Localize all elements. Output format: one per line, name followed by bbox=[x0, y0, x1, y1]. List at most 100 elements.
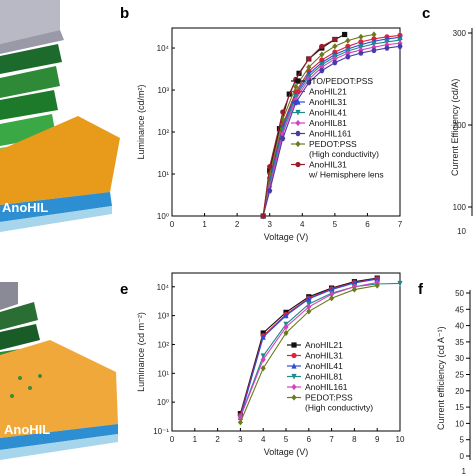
x-tick-label: 6 bbox=[365, 220, 370, 229]
legend-entry: PEDOT:PSS bbox=[305, 393, 353, 403]
x-tick-label: 1 bbox=[202, 220, 207, 229]
y-tick-label: 10³ bbox=[157, 86, 169, 95]
data-point bbox=[260, 213, 266, 219]
legend-swatch-marker bbox=[295, 140, 301, 148]
data-point bbox=[280, 109, 286, 115]
legend-swatch-marker bbox=[295, 88, 301, 95]
legend-b: ITO/PEDOT:PSSAnoHIL21AnoHIL31AnoHIL41Ano… bbox=[291, 76, 384, 180]
legend-entry: AnoHIL81 bbox=[305, 372, 343, 382]
data-point bbox=[358, 50, 364, 56]
series-path bbox=[262, 33, 375, 217]
ylabel-c: Current Efficiency (cd/A) bbox=[450, 79, 460, 176]
y-tick-label: 35 bbox=[455, 338, 464, 347]
y-tick-label: 10⁴ bbox=[157, 283, 170, 292]
data-point bbox=[351, 286, 357, 293]
legend-swatch-marker bbox=[295, 98, 301, 105]
data-point bbox=[283, 323, 289, 331]
x-tick-label: 7 bbox=[398, 220, 403, 229]
data-point bbox=[374, 282, 380, 289]
data-point bbox=[329, 291, 335, 298]
plot-frame-b bbox=[171, 27, 401, 217]
legend-entry: AnoHIL31 bbox=[309, 97, 347, 107]
x-tick-label: 0 bbox=[170, 220, 175, 229]
y-tick-label: 10⁴ bbox=[157, 44, 170, 53]
data-point bbox=[306, 303, 312, 311]
legend-entry: w/ Hemisphere lens bbox=[308, 170, 384, 180]
x-tick-label: 4 bbox=[261, 435, 266, 444]
legend-swatch-marker bbox=[291, 362, 297, 369]
y-tick-label: 45 bbox=[455, 305, 464, 314]
x-axis-label: Voltage (V) bbox=[264, 232, 309, 242]
data-point bbox=[267, 188, 273, 194]
y-tick-label: 10² bbox=[157, 128, 169, 137]
y-tick-label: 5 bbox=[460, 436, 465, 445]
panel-letter-e: e bbox=[120, 281, 128, 298]
data-point bbox=[293, 83, 299, 90]
x-tick-label: 2 bbox=[235, 220, 240, 229]
legend-entry: AnoHIL81 bbox=[309, 118, 347, 128]
data-point bbox=[276, 126, 283, 132]
x-tick-label: 8 bbox=[352, 435, 357, 444]
legend-entry: AnoHIL41 bbox=[305, 361, 343, 371]
data-point bbox=[342, 31, 348, 38]
legend-entry: AnoHIL21 bbox=[305, 340, 343, 350]
chart-panel-b: b 0 1 2 3 4 5 6 7 10⁰ 10¹ 10² 10³ 10⁴ Voltage (V) Lumi… bbox=[120, 5, 403, 242]
data-point bbox=[319, 68, 325, 74]
data-point bbox=[374, 275, 380, 282]
y-tick-label: 200 bbox=[453, 121, 467, 130]
device-illustration-bottom: AnoHIL bbox=[0, 282, 118, 460]
legend-swatch-marker bbox=[291, 352, 297, 359]
chart-panel-c: c Current Efficiency (cd/A) 300 200 100 10 bbox=[422, 5, 473, 236]
data-point bbox=[345, 37, 351, 44]
data-point bbox=[306, 64, 312, 71]
data-point bbox=[332, 36, 338, 43]
y-tick-label: 20 bbox=[455, 387, 464, 396]
data-point bbox=[306, 56, 312, 62]
data-point bbox=[332, 55, 338, 63]
y-tick-label: 50 bbox=[455, 289, 464, 298]
legend-entry: PEDOT:PSS bbox=[309, 139, 357, 149]
y-axis-label: Luminance (cd/m²) bbox=[136, 84, 146, 159]
device-label-top: AnoHIL bbox=[2, 200, 48, 215]
ylabel-f: Current efficiency (cd A⁻¹) bbox=[436, 326, 446, 430]
data-point bbox=[280, 135, 286, 142]
legend-swatch-marker bbox=[291, 342, 297, 348]
panel-letter-c: c bbox=[422, 5, 430, 22]
x-tick-label: 5 bbox=[284, 435, 289, 444]
legend-swatch-marker bbox=[295, 109, 301, 116]
x-tick-label: 10 bbox=[396, 435, 405, 444]
data-point bbox=[319, 51, 325, 58]
data-point bbox=[329, 295, 335, 302]
data-point bbox=[358, 33, 364, 40]
data-point bbox=[332, 59, 338, 66]
device-label-bottom: AnoHIL bbox=[4, 422, 50, 437]
y-tick-label: 100 bbox=[453, 203, 467, 212]
y-tick-label: 0 bbox=[460, 452, 465, 461]
data-point bbox=[345, 50, 351, 57]
panel-letter-b: b bbox=[120, 5, 129, 22]
data-point bbox=[260, 330, 266, 336]
legend-entry: (High conductivity) bbox=[309, 149, 379, 159]
y-tick-label: 10⁻¹ bbox=[153, 427, 169, 436]
x-tick-label: 3 bbox=[238, 435, 243, 444]
y-tick-label: 15 bbox=[455, 403, 464, 412]
data-point bbox=[283, 312, 289, 319]
x-tick-label: 4 bbox=[300, 220, 305, 229]
legend-entry: (High conductivty) bbox=[305, 403, 373, 413]
legend-swatch-marker bbox=[291, 373, 297, 380]
y-tick-label: 300 bbox=[453, 29, 467, 38]
y-tick-label: 10¹ bbox=[157, 170, 169, 179]
y-tick-label: 40 bbox=[455, 322, 464, 331]
legend-entry: AnoHIL161 bbox=[305, 382, 348, 392]
data-point bbox=[260, 333, 266, 340]
legend-swatch-marker bbox=[295, 78, 301, 84]
x-tick-label: 0 bbox=[170, 435, 175, 444]
data-point bbox=[237, 419, 243, 426]
data-point bbox=[260, 353, 266, 360]
x-tick-label: 1 bbox=[193, 435, 198, 444]
data-point bbox=[332, 43, 338, 50]
legend-e: AnoHIL21AnoHIL31AnoHIL41AnoHIL81AnoHIL16… bbox=[287, 340, 373, 413]
data-point bbox=[384, 45, 390, 51]
series-line bbox=[237, 282, 380, 426]
legend-swatch-marker bbox=[295, 130, 301, 137]
